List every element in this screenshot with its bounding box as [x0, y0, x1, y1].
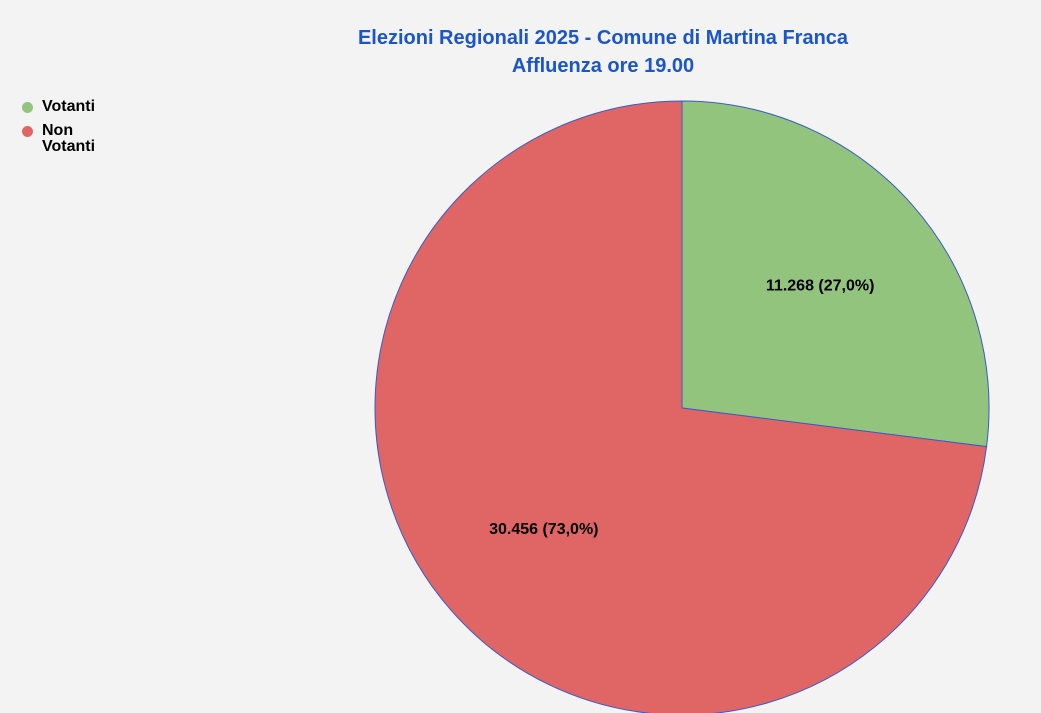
legend-swatch-non-votanti — [22, 126, 33, 137]
legend-label-votanti: Votanti — [42, 98, 96, 115]
chart-legend: Votanti Non Votanti — [22, 99, 114, 163]
slice-label-non-votanti: 30.456 (73,0%) — [489, 521, 598, 538]
legend-swatch-votanti — [22, 102, 33, 113]
legend-item-non-votanti[interactable]: Non Votanti — [22, 123, 114, 155]
legend-item-votanti[interactable]: Votanti — [22, 99, 114, 115]
chart-subtitle: Affluenza ore 19.00 — [511, 55, 695, 77]
pie-slice-votanti[interactable] — [681, 100, 990, 448]
chart-title: Elezioni Regionali 2025 - Comune di Mart… — [357, 27, 849, 49]
pie-slice-non-votanti[interactable] — [374, 100, 988, 713]
legend-label-non-votanti: Non Votanti — [42, 122, 96, 155]
chart-title-block: Elezioni Regionali 2025 - Comune di Mart… — [253, 24, 953, 80]
slice-label-votanti: 11.268 (27,0%) — [766, 277, 875, 294]
